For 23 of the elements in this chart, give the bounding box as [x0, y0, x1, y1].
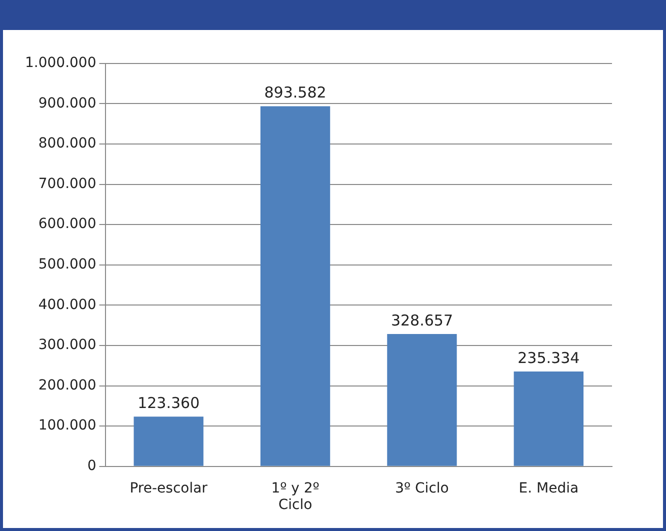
y-tick-label: 300.000 — [38, 337, 96, 354]
y-tick-label: 1.000.000 — [24, 55, 96, 72]
y-tick-label: 200.000 — [38, 377, 96, 394]
y-tick-label: 400.000 — [38, 296, 96, 313]
bar — [260, 106, 330, 466]
x-tick-label: 3º Ciclo — [395, 480, 449, 496]
y-tick-label: 900.000 — [38, 95, 96, 112]
y-tick-label: 100.000 — [38, 418, 96, 434]
y-tick-label: 600.000 — [38, 216, 96, 232]
y-tick-label: 800.000 — [38, 136, 96, 152]
bar — [134, 416, 204, 466]
bar — [514, 372, 584, 466]
data-label: 123.360 — [138, 394, 200, 412]
x-tick-label: E. Media — [518, 480, 579, 496]
y-tick-label: 0 — [87, 458, 96, 474]
x-tick-label: 1º y 2º Ciclo — [271, 480, 320, 514]
data-label: 893.582 — [264, 84, 326, 102]
y-tick-label: 700.000 — [38, 176, 96, 192]
y-tick-label: 500.000 — [38, 256, 96, 273]
bar — [387, 334, 457, 466]
data-label: 328.657 — [390, 311, 453, 330]
x-tick-label: Pre-escolar — [130, 480, 208, 496]
data-label: 235.334 — [518, 348, 580, 367]
